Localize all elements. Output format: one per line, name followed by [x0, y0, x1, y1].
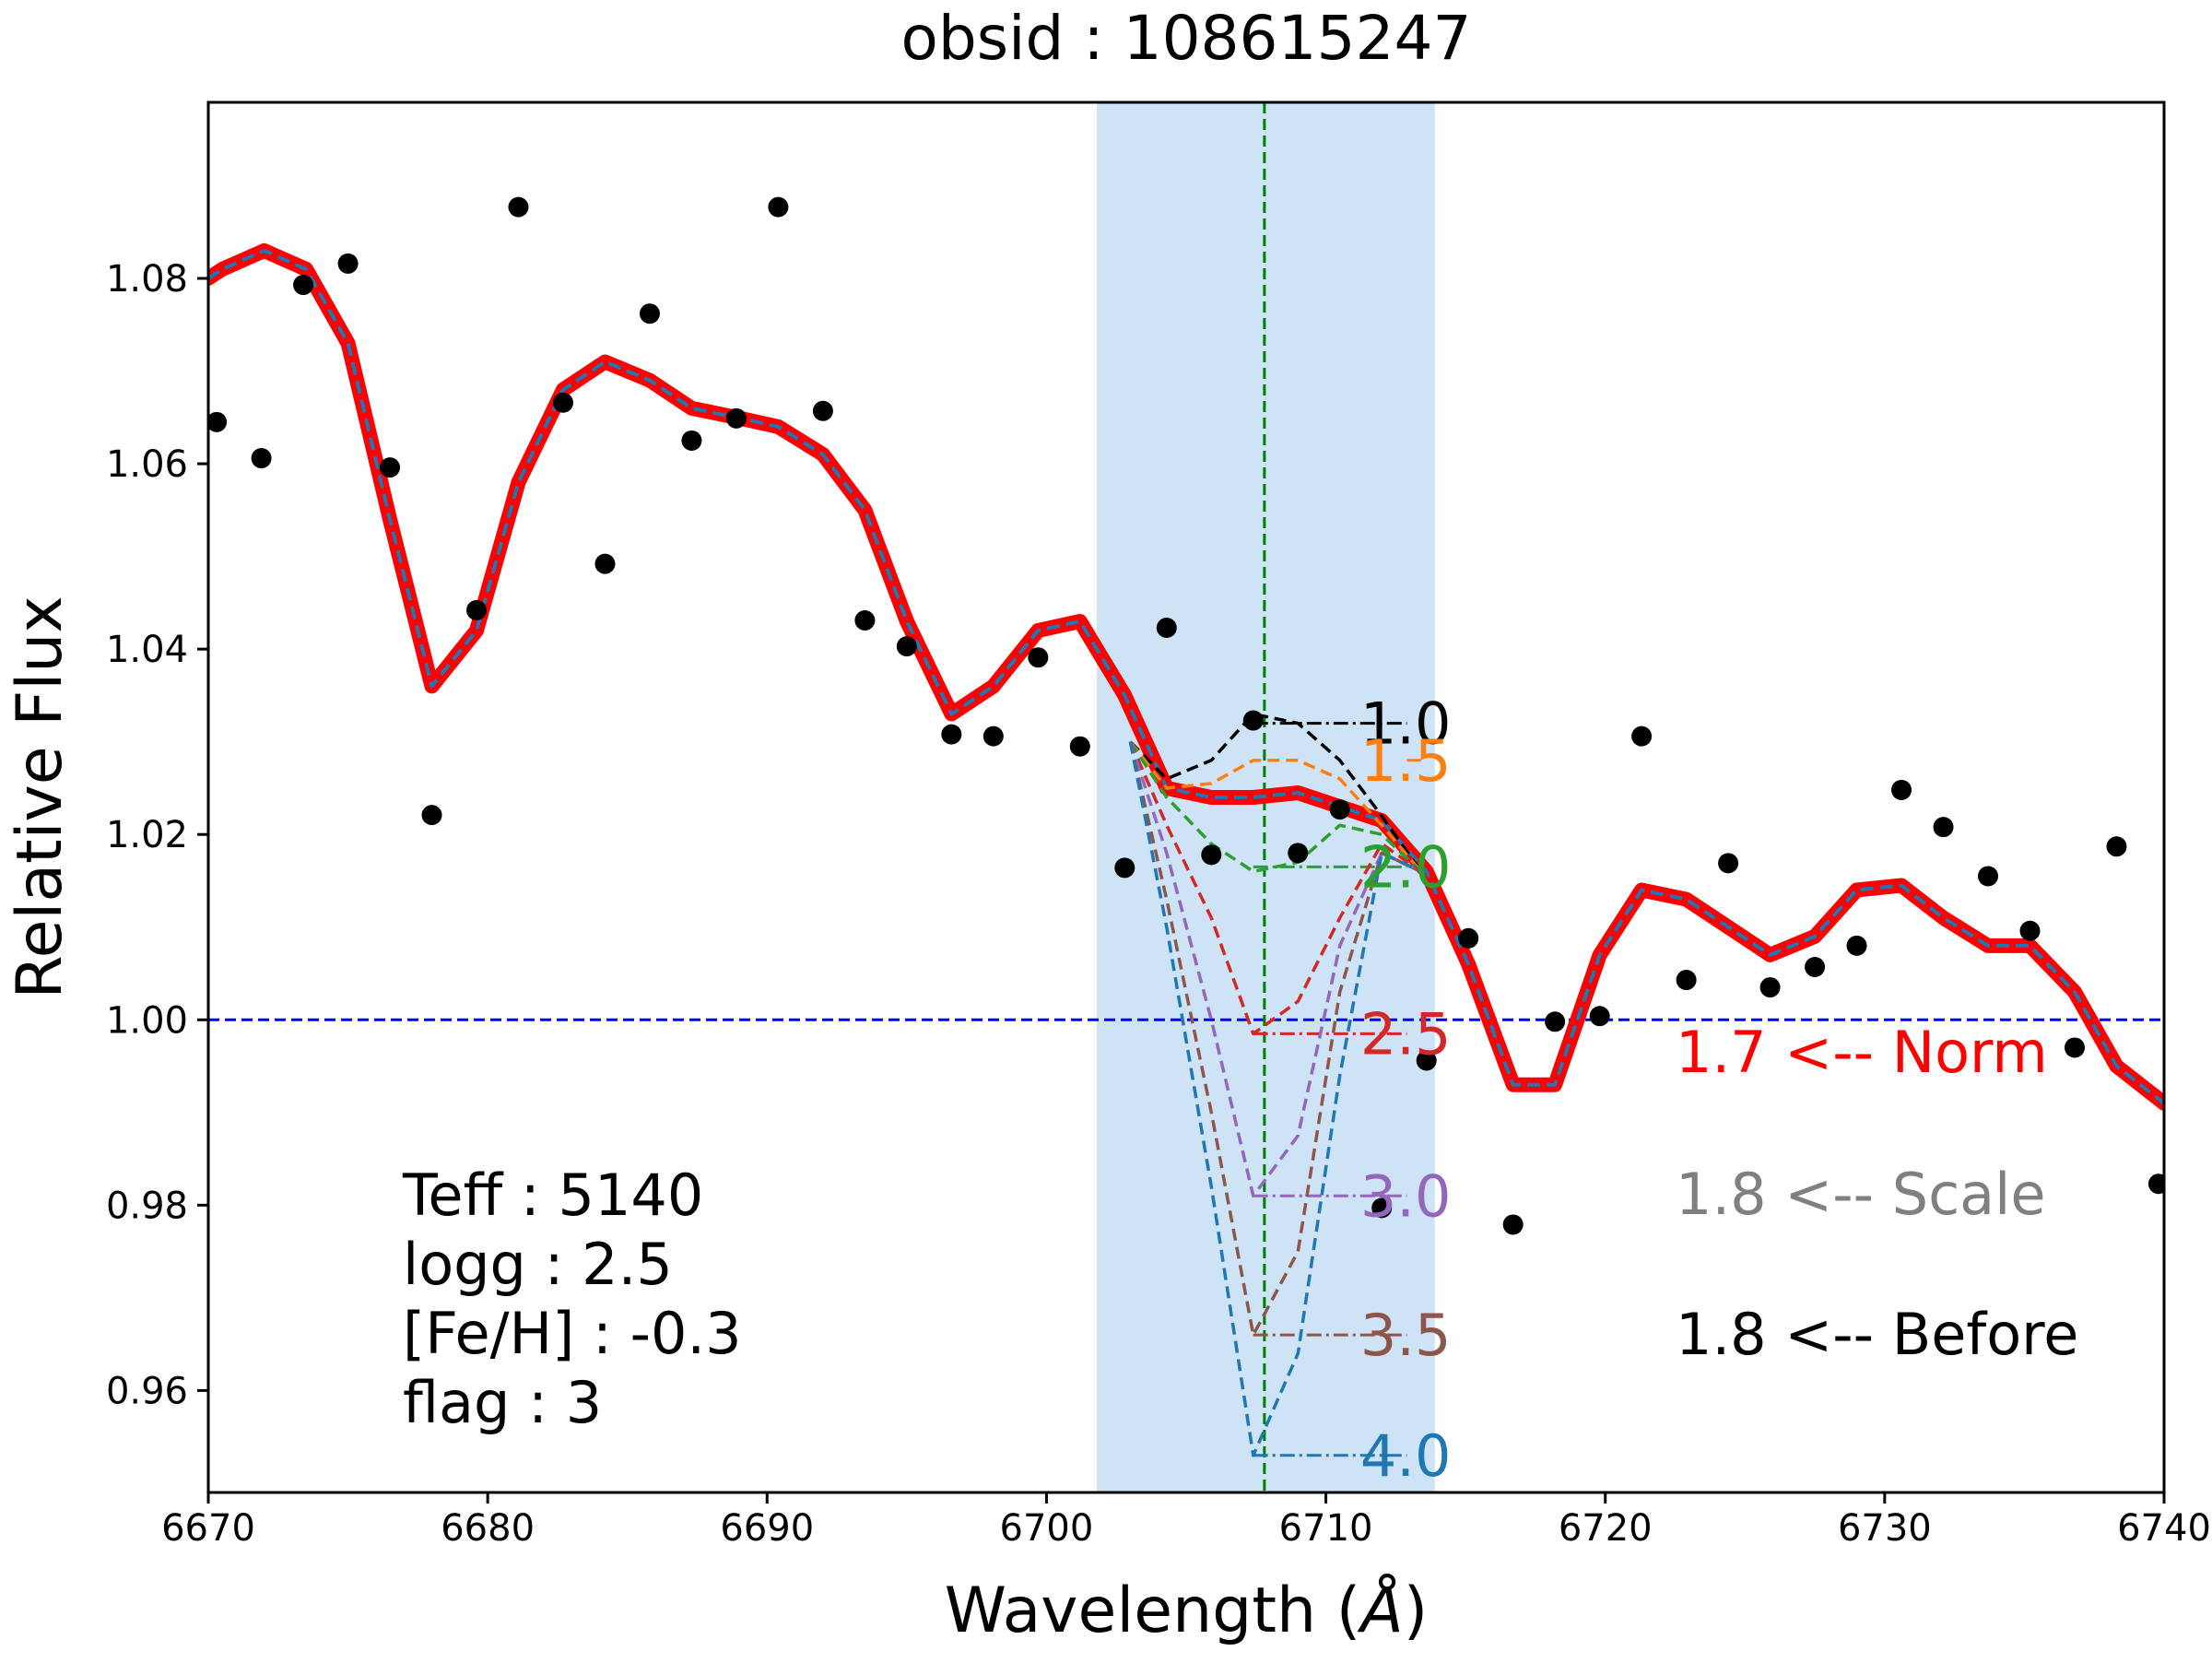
observed-point: [1028, 647, 1049, 668]
observed-point: [1458, 927, 1479, 949]
chart-title: obsid : 108615247: [900, 3, 1471, 74]
observed-point: [1631, 725, 1653, 747]
observed-point: [2106, 836, 2127, 857]
x-axis-label-text: Wavelength (: [945, 1575, 1361, 1647]
y-axis-label: Relative Flux: [4, 596, 76, 998]
series-label-3-0: 3.0: [1360, 1162, 1452, 1230]
series-line-2-5: [1128, 741, 1422, 1036]
observed-point: [208, 411, 228, 432]
annotations-layer: 1.7 <-- Norm 1.8 <-- Scale 1.8 <-- Befor…: [402, 1019, 2078, 1436]
observed-point: [681, 430, 702, 451]
observed-point: [1545, 1011, 1566, 1032]
series-line-3-0: [1128, 741, 1422, 1198]
x-tick-label: 6670: [161, 1507, 255, 1550]
series-line-4-0: [1128, 741, 1422, 1457]
scale-annotation: 1.8 <-- Scale: [1676, 1161, 2046, 1228]
observed-point: [768, 196, 789, 218]
observed-point: [1114, 857, 1135, 879]
observed-point: [1759, 977, 1781, 998]
series-label-4-0: 4.0: [1360, 1422, 1452, 1490]
observed-point: [1805, 956, 1826, 977]
observed-point: [2019, 920, 2041, 941]
reference-lines: [208, 102, 2164, 1492]
series-line-2-0: [1128, 740, 1422, 874]
observed-point: [896, 636, 917, 657]
observed-point: [1371, 1197, 1393, 1219]
flag-label: flag : 3: [403, 1369, 602, 1436]
series-label-1-5: 1.5: [1360, 727, 1452, 795]
x-tick-label: 6710: [1279, 1507, 1373, 1550]
observed-point: [466, 599, 488, 620]
series-label-3-5: 3.5: [1360, 1302, 1452, 1369]
abundance-series-layer: [1128, 712, 1423, 1457]
observed-point: [337, 253, 359, 274]
x-tick-label: 6680: [441, 1507, 535, 1550]
observed-point: [251, 448, 272, 469]
observed-point: [421, 805, 442, 826]
x-axis-label-close: ): [1404, 1575, 1429, 1647]
observed-point: [941, 724, 962, 745]
x-tick-label: 6690: [720, 1507, 814, 1550]
y-tick-label: 1.06: [106, 443, 188, 486]
y-axis: 0.96 0.98 1.00 1.02 1.04 1.06 1.08: [106, 258, 208, 1412]
observed-point: [1416, 1050, 1437, 1071]
y-tick-label: 1.02: [106, 814, 188, 856]
x-tick-label: 6740: [2117, 1507, 2211, 1550]
y-tick-label: 1.08: [106, 258, 188, 301]
observed-point: [2147, 1174, 2164, 1195]
teff-label: Teff : 5140: [402, 1162, 703, 1229]
x-tick-label: 6720: [1559, 1507, 1653, 1550]
y-tick-label: 0.96: [106, 1370, 188, 1412]
observed-point: [1288, 843, 1309, 864]
observed-point: [854, 609, 876, 631]
series-label-2-0: 2.0: [1360, 833, 1452, 901]
before-annotation: 1.8 <-- Before: [1676, 1301, 2078, 1368]
y-tick-label: 1.00: [106, 999, 188, 1042]
observed-point: [1676, 970, 1697, 991]
observed-point: [293, 275, 314, 296]
x-axis-label: Wavelength (Å): [945, 1573, 1429, 1647]
observed-point: [725, 407, 747, 429]
observed-point: [1156, 618, 1177, 639]
series-label-2-5: 2.5: [1360, 1000, 1452, 1067]
observed-point: [1891, 779, 1912, 800]
x-axis-label-unit: Å: [1357, 1573, 1404, 1647]
observed-point: [1329, 799, 1350, 820]
observed-point: [552, 392, 573, 413]
observed-point: [380, 457, 401, 478]
observed-point: [1978, 866, 1999, 887]
observed-point: [2064, 1037, 2085, 1058]
observed-point: [1201, 844, 1222, 866]
logg-label: logg : 2.5: [403, 1231, 673, 1298]
observed-point: [639, 303, 660, 324]
series-line-1-5: [1129, 740, 1422, 873]
y-tick-label: 0.98: [106, 1185, 188, 1227]
series-label-1-0: 1.0: [1360, 690, 1452, 758]
observed-point: [1069, 736, 1090, 757]
series-labels-layer: 1.01.5 2.0 2.5 3.0 3.5 4.0: [1360, 690, 1452, 1490]
observed-point: [1933, 817, 1954, 838]
observed-point: [1242, 710, 1264, 731]
series-line-3-5: [1128, 741, 1422, 1337]
y-tick-label: 1.04: [106, 629, 188, 671]
feh-label: [Fe/H] : -0.3: [403, 1300, 742, 1367]
plot-frame: [206, 100, 2166, 1494]
series-line-1-0: [1129, 712, 1423, 873]
observed-point: [982, 725, 1004, 747]
observed-point: [1846, 935, 1867, 956]
observed-point: [1589, 1006, 1610, 1027]
observed-point: [594, 553, 616, 574]
observed-point: [508, 196, 529, 218]
x-tick-label: 6730: [1838, 1507, 1932, 1550]
observed-point: [1718, 853, 1739, 874]
observed-point: [812, 400, 833, 421]
observed-point: [1502, 1214, 1524, 1235]
observed-points-layer: [208, 196, 2164, 1235]
x-tick-label: 6700: [1000, 1507, 1094, 1550]
norm-annotation: 1.7 <-- Norm: [1676, 1019, 2048, 1086]
x-axis: 6670 6680 6690 6700 6710 6720 6730 6740: [161, 1492, 2211, 1550]
